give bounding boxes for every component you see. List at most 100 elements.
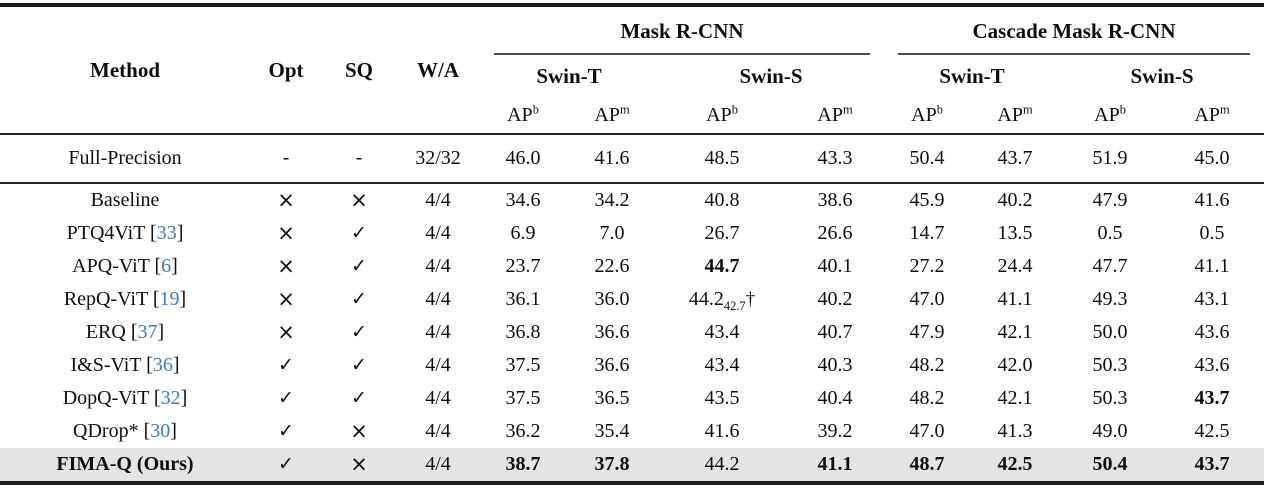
check-icon: ✓ bbox=[351, 387, 367, 409]
cell-bitwidth: 4/4 bbox=[425, 255, 451, 277]
ap-value: 43.3 bbox=[817, 147, 853, 169]
ap-value: 41.1 bbox=[817, 453, 853, 475]
cell-value: 40.4 bbox=[786, 382, 884, 415]
cell-value: 22.6 bbox=[566, 250, 658, 283]
backbone-header-swin-t: Swin-T bbox=[939, 63, 1005, 88]
check-icon: ✓ bbox=[351, 354, 367, 376]
cell-bitwidth: 4/4 bbox=[425, 387, 451, 409]
table-row: PTQ4ViT [33] × ✓ 4/4 6.9 7.0 26.7 26.6 14.7 13.5 0… bbox=[0, 217, 1264, 250]
check-icon: ✓ bbox=[351, 288, 367, 310]
cell-value: 50.4 bbox=[1060, 448, 1161, 483]
col-header-method: Method bbox=[90, 57, 160, 82]
col-header-opt: Opt bbox=[268, 57, 304, 82]
ap-value: 41.6 bbox=[1194, 189, 1230, 211]
backbone-header-swin-t: Swin-T bbox=[536, 63, 602, 88]
metric-header-apm: APm bbox=[817, 101, 853, 126]
cell-method: Full-Precision bbox=[0, 133, 250, 184]
cell-opt: ✓ bbox=[250, 448, 322, 483]
cell-value: 6.9 bbox=[480, 217, 566, 250]
check-icon: ✓ bbox=[278, 420, 294, 442]
cell-value: 40.8 bbox=[658, 183, 786, 217]
cell-value: 48.5 bbox=[658, 133, 786, 184]
group-header-mask-rcnn: Mask R-CNN bbox=[480, 5, 884, 55]
cell-value: 36.6 bbox=[566, 349, 658, 382]
table-row: Baseline × × 4/4 34.6 34.2 40.8 38.6 45.9 40.2 47.… bbox=[0, 183, 1264, 217]
cell-opt: × bbox=[250, 283, 322, 316]
ap-value: 44.2 bbox=[688, 288, 724, 310]
cell-value: 50.3 bbox=[1060, 382, 1160, 415]
ap-value: 43.4 bbox=[704, 321, 740, 343]
cell-value: 43.5 bbox=[658, 382, 786, 415]
cell-value: 45.9 bbox=[884, 183, 970, 217]
cell-bitwidth: 4/4 bbox=[425, 189, 451, 211]
citation-link[interactable]: 30 bbox=[150, 420, 171, 442]
ap-value: 41.6 bbox=[594, 147, 630, 169]
ap-value: 14.7 bbox=[909, 222, 945, 244]
cell-value: 34.2 bbox=[566, 183, 658, 217]
cell-value: 39.2 bbox=[786, 415, 884, 448]
ap-value: 7.0 bbox=[599, 222, 625, 244]
check-icon: ✓ bbox=[351, 255, 367, 277]
ap-value: 40.2 bbox=[817, 288, 853, 310]
cell-value: 36.2 bbox=[480, 415, 566, 448]
citation-link[interactable]: 33 bbox=[156, 222, 177, 244]
cell-value: 43.1 bbox=[1160, 283, 1264, 316]
citation-link[interactable]: 32 bbox=[160, 387, 181, 409]
cell-value: 42.0 bbox=[970, 349, 1060, 382]
cell-value: 43.4 bbox=[658, 349, 786, 382]
ap-value: 47.0 bbox=[909, 420, 945, 442]
ap-value: 41.1 bbox=[997, 288, 1033, 310]
cell-sq: ✓ bbox=[322, 250, 396, 283]
col-header-wa: W/A bbox=[417, 57, 459, 82]
ap-value: 26.7 bbox=[704, 222, 740, 244]
cell-value: 14.7 bbox=[884, 217, 970, 250]
citation-link[interactable]: 19 bbox=[159, 288, 180, 310]
ap-value: 36.8 bbox=[505, 321, 541, 343]
cell-value: 48.2 bbox=[884, 349, 970, 382]
header-row-metrics: APb APm APb APm APb APm APb APm bbox=[0, 97, 1264, 134]
cell-value: 40.3 bbox=[786, 349, 884, 382]
cell-method: DopQ-ViT [32] bbox=[62, 387, 188, 409]
cell-value: 43.7 bbox=[1160, 382, 1264, 415]
ap-value: 43.6 bbox=[1194, 321, 1230, 343]
cell-value: 23.7 bbox=[480, 250, 566, 283]
ap-value: 37.5 bbox=[505, 354, 541, 376]
ap-value: 40.7 bbox=[817, 321, 853, 343]
cell-value: 38.6 bbox=[786, 183, 884, 217]
table-row: APQ-ViT [6] × ✓ 4/4 23.7 22.6 44.7 40.1 27.2 24.4… bbox=[0, 250, 1264, 283]
table-row: RepQ-ViT [19] × ✓ 4/4 36.1 36.0 44.242.7† 40.2 4… bbox=[0, 283, 1264, 316]
ap-value: 40.1 bbox=[817, 255, 853, 277]
ap-value: 37.8 bbox=[594, 453, 630, 475]
ap-value: 36.6 bbox=[594, 321, 630, 343]
cell-value: 42.5 bbox=[970, 448, 1061, 483]
ap-value: 50.3 bbox=[1092, 387, 1128, 409]
method-name: ERQ bbox=[85, 321, 126, 343]
ap-value: 43.1 bbox=[1194, 288, 1230, 310]
check-icon: ✓ bbox=[278, 453, 294, 475]
citation-link[interactable]: 6 bbox=[161, 255, 172, 277]
cell-value: 41.6 bbox=[1160, 183, 1264, 217]
ap-value: 47.7 bbox=[1092, 255, 1128, 277]
method-name: RepQ-ViT bbox=[63, 288, 148, 310]
citation-link[interactable]: 36 bbox=[152, 354, 173, 376]
check-icon: ✓ bbox=[278, 387, 294, 409]
group-label: Cascade Mask R-CNN bbox=[898, 19, 1251, 55]
backbone-header-swin-s: Swin-S bbox=[739, 63, 803, 88]
ap-value: 42.1 bbox=[997, 387, 1033, 409]
ap-value: 38.7 bbox=[505, 453, 541, 475]
table-row: DopQ-ViT [32] ✓ ✓ 4/4 37.5 36.5 43.5 40.4 48.2 42… bbox=[0, 382, 1264, 415]
cross-icon: × bbox=[277, 221, 295, 245]
ap-value: 43.7 bbox=[1194, 453, 1230, 475]
ap-value: 39.2 bbox=[817, 420, 853, 442]
cell-value: 43.7 bbox=[970, 133, 1061, 184]
method-name: FIMA-Q (Ours) bbox=[56, 453, 194, 475]
ap-value: 26.6 bbox=[817, 222, 853, 244]
ap-value: 24.4 bbox=[997, 255, 1033, 277]
ap-value: 40.8 bbox=[704, 189, 740, 211]
cross-icon: × bbox=[350, 452, 368, 476]
cell-value: 36.8 bbox=[480, 316, 566, 349]
cell-sq: ✓ bbox=[322, 283, 396, 316]
citation-link[interactable]: 37 bbox=[137, 321, 158, 343]
cell-value: 49.0 bbox=[1060, 415, 1160, 448]
cell-value: 36.1 bbox=[480, 283, 566, 316]
